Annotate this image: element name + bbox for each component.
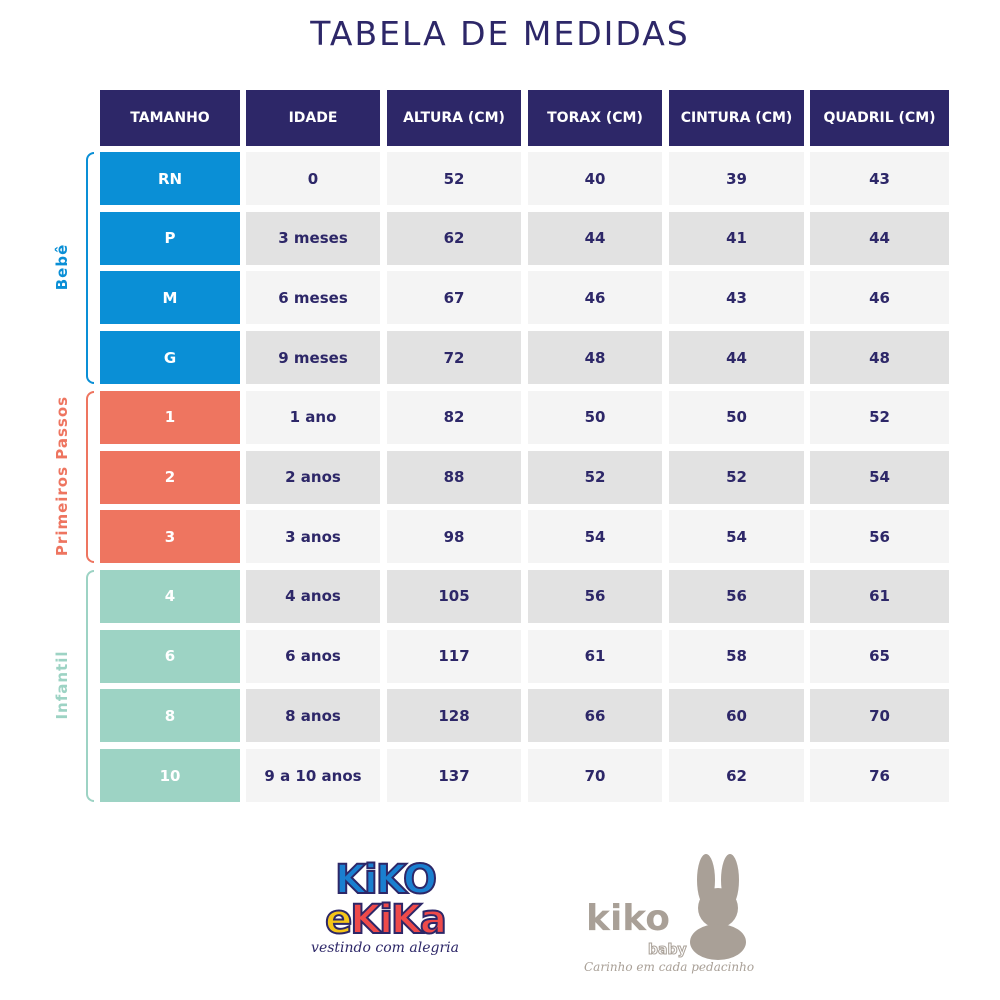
table-cell: 67 [387,271,521,325]
table-cell: 44 [528,211,662,265]
table-cell: 98 [387,510,521,564]
group-brace [86,390,94,564]
kiko-baby-sub: baby [648,942,688,959]
logo-line2b: KiKa [349,897,448,943]
table-cell: 4 anos [246,569,380,623]
table-cell: 39 [669,152,804,205]
table-cell: 9 meses [246,331,380,385]
table-cell: 8 anos [246,689,380,743]
table-cell: 44 [810,211,949,265]
table-cell: 52 [528,450,662,504]
table-cell: 62 [387,211,521,265]
table-cell: 54 [669,510,804,564]
table-cell: 6 meses [246,271,380,325]
table-cell: 44 [669,331,804,385]
table-cell: 50 [669,390,804,444]
table-cell: 82 [387,390,521,444]
size-cell: 4 [100,569,240,623]
size-cell: G [100,331,240,385]
table-cell: 72 [387,331,521,385]
group-brace [86,569,94,802]
logo-tagline: vestindo com alegria [311,940,459,956]
table-cell: 43 [810,152,949,205]
table-cell: 117 [387,629,521,683]
table-cell: 1 ano [246,390,380,444]
logo-line1: KiKO [334,857,438,903]
table-cell: 50 [528,390,662,444]
size-cell: 10 [100,749,240,802]
table-cell: 65 [810,629,949,683]
table-cell: 66 [528,689,662,743]
table-cell: 40 [528,152,662,205]
table-cell: 58 [669,629,804,683]
table-cell: 9 a 10 anos [246,749,380,802]
size-cell: RN [100,152,240,205]
kiko-baby-tagline: Carinho em cada pedacinho [584,960,755,974]
table-cell: 128 [387,689,521,743]
table-cell: 70 [528,749,662,802]
table-cell: 3 anos [246,510,380,564]
group-label: Bebê [53,243,71,291]
table-cell: 48 [528,331,662,385]
size-cell: 3 [100,510,240,564]
table-cell: 70 [810,689,949,743]
page-title: TABELA DE MEDIDAS [310,14,690,53]
column-header: TAMANHO [100,90,240,146]
table-cell: 0 [246,152,380,205]
table-cell: 105 [387,569,521,623]
size-cell: P [100,211,240,265]
table-cell: 76 [810,749,949,802]
table-cell: 60 [669,689,804,743]
table-cell: 6 anos [246,629,380,683]
table-cell: 56 [669,569,804,623]
table-cell: 52 [387,152,521,205]
size-cell: 2 [100,450,240,504]
size-cell: M [100,271,240,325]
kiko-e-kika-logo: KiKO eKiKa vestindo com alegria [295,857,475,956]
column-header: QUADRIL (CM) [810,90,949,146]
size-cell: 6 [100,629,240,683]
column-header: ALTURA (CM) [387,90,521,146]
column-header: TORAX (CM) [528,90,662,146]
table-cell: 88 [387,450,521,504]
logo-line2a: e [324,897,353,943]
table-cell: 2 anos [246,450,380,504]
table-cell: 52 [669,450,804,504]
column-header: IDADE [246,90,380,146]
column-header: CINTURA (CM) [669,90,804,146]
table-cell: 56 [528,569,662,623]
table-cell: 62 [669,749,804,802]
kiko-baby-logo: kiko baby Carinho em cada pedacinho [580,850,780,980]
size-cell: 8 [100,689,240,743]
group-label: Primeiros Passos [53,395,72,557]
size-cell: 1 [100,390,240,444]
group-brace [86,152,94,385]
table-cell: 43 [669,271,804,325]
table-cell: 61 [810,569,949,623]
group-label: Infantil [53,650,71,720]
table-cell: 137 [387,749,521,802]
table-cell: 46 [810,271,949,325]
bunny-icon [690,854,746,960]
table-cell: 61 [528,629,662,683]
table-cell: 52 [810,390,949,444]
table-cell: 3 meses [246,211,380,265]
table-cell: 48 [810,331,949,385]
table-cell: 54 [810,450,949,504]
table-cell: 41 [669,211,804,265]
table-cell: 54 [528,510,662,564]
kiko-baby-name: kiko [586,898,670,939]
table-cell: 56 [810,510,949,564]
table-cell: 46 [528,271,662,325]
